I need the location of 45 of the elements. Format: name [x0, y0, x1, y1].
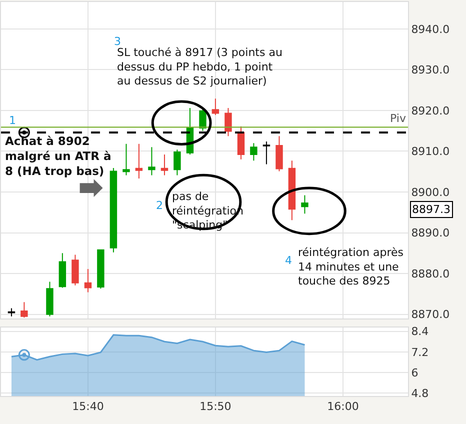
y-tick-label: 8.4 [411, 325, 429, 338]
x-tick-label: 15:40 [72, 400, 104, 414]
candlestick [148, 146, 156, 176]
candlestick [250, 142, 258, 162]
y-tick-label: 7.2 [411, 346, 429, 359]
candlestick [122, 143, 130, 176]
y-tick-label: 4.8 [411, 387, 429, 400]
candlestick [84, 268, 92, 293]
y-tick-label: 8930.0 [411, 64, 450, 77]
y-tick-label: 8920.0 [411, 104, 450, 118]
x-tick-label: 15:50 [200, 400, 232, 414]
ref-line-label: Piv [390, 112, 406, 125]
candlestick [46, 281, 54, 317]
candlestick [160, 154, 168, 176]
annotation: réintégration après 14 minutes et une touche des 8925 [298, 246, 404, 288]
candlestick [288, 160, 296, 221]
annotation: 4 [285, 254, 292, 267]
y-tick-label: 6 [411, 366, 418, 380]
annotation: SL touché à 8917 (3 points au dessus du PP hebdo, 1 point au dessus de S2 journalier) [117, 46, 282, 88]
candlestick [224, 108, 232, 137]
candlestick [212, 98, 220, 116]
annotation: 2 [156, 199, 163, 212]
candlestick [276, 136, 283, 172]
annotation: 3 [114, 35, 121, 48]
candlestick [174, 149, 181, 176]
candlestick [8, 308, 16, 317]
candlestick [58, 252, 66, 288]
y-tick-label: 8880.0 [411, 267, 450, 280]
candlestick [110, 167, 118, 253]
annotation: 1 [9, 114, 16, 127]
candlestick [199, 108, 206, 132]
candlestick [72, 254, 79, 286]
y-tick-label: 8870.0 [411, 308, 450, 322]
y-tick-label: 8910.0 [411, 145, 450, 158]
candlestick [301, 194, 308, 214]
candlestick [262, 140, 270, 165]
candlestick [97, 249, 104, 290]
y-tick-label: 8890.0 [411, 226, 450, 240]
candlestick [237, 126, 245, 160]
candlestick [135, 143, 143, 180]
y-tick-label: 8900.0 [411, 186, 450, 199]
y-tick-label: 8940.0 [411, 22, 450, 36]
text: 8897.3 [412, 203, 450, 216]
annotation: Achat à 8902 malgré un ATR à 8 (HA trop bas) [5, 134, 112, 178]
x-tick-label: 16:00 [327, 400, 359, 414]
